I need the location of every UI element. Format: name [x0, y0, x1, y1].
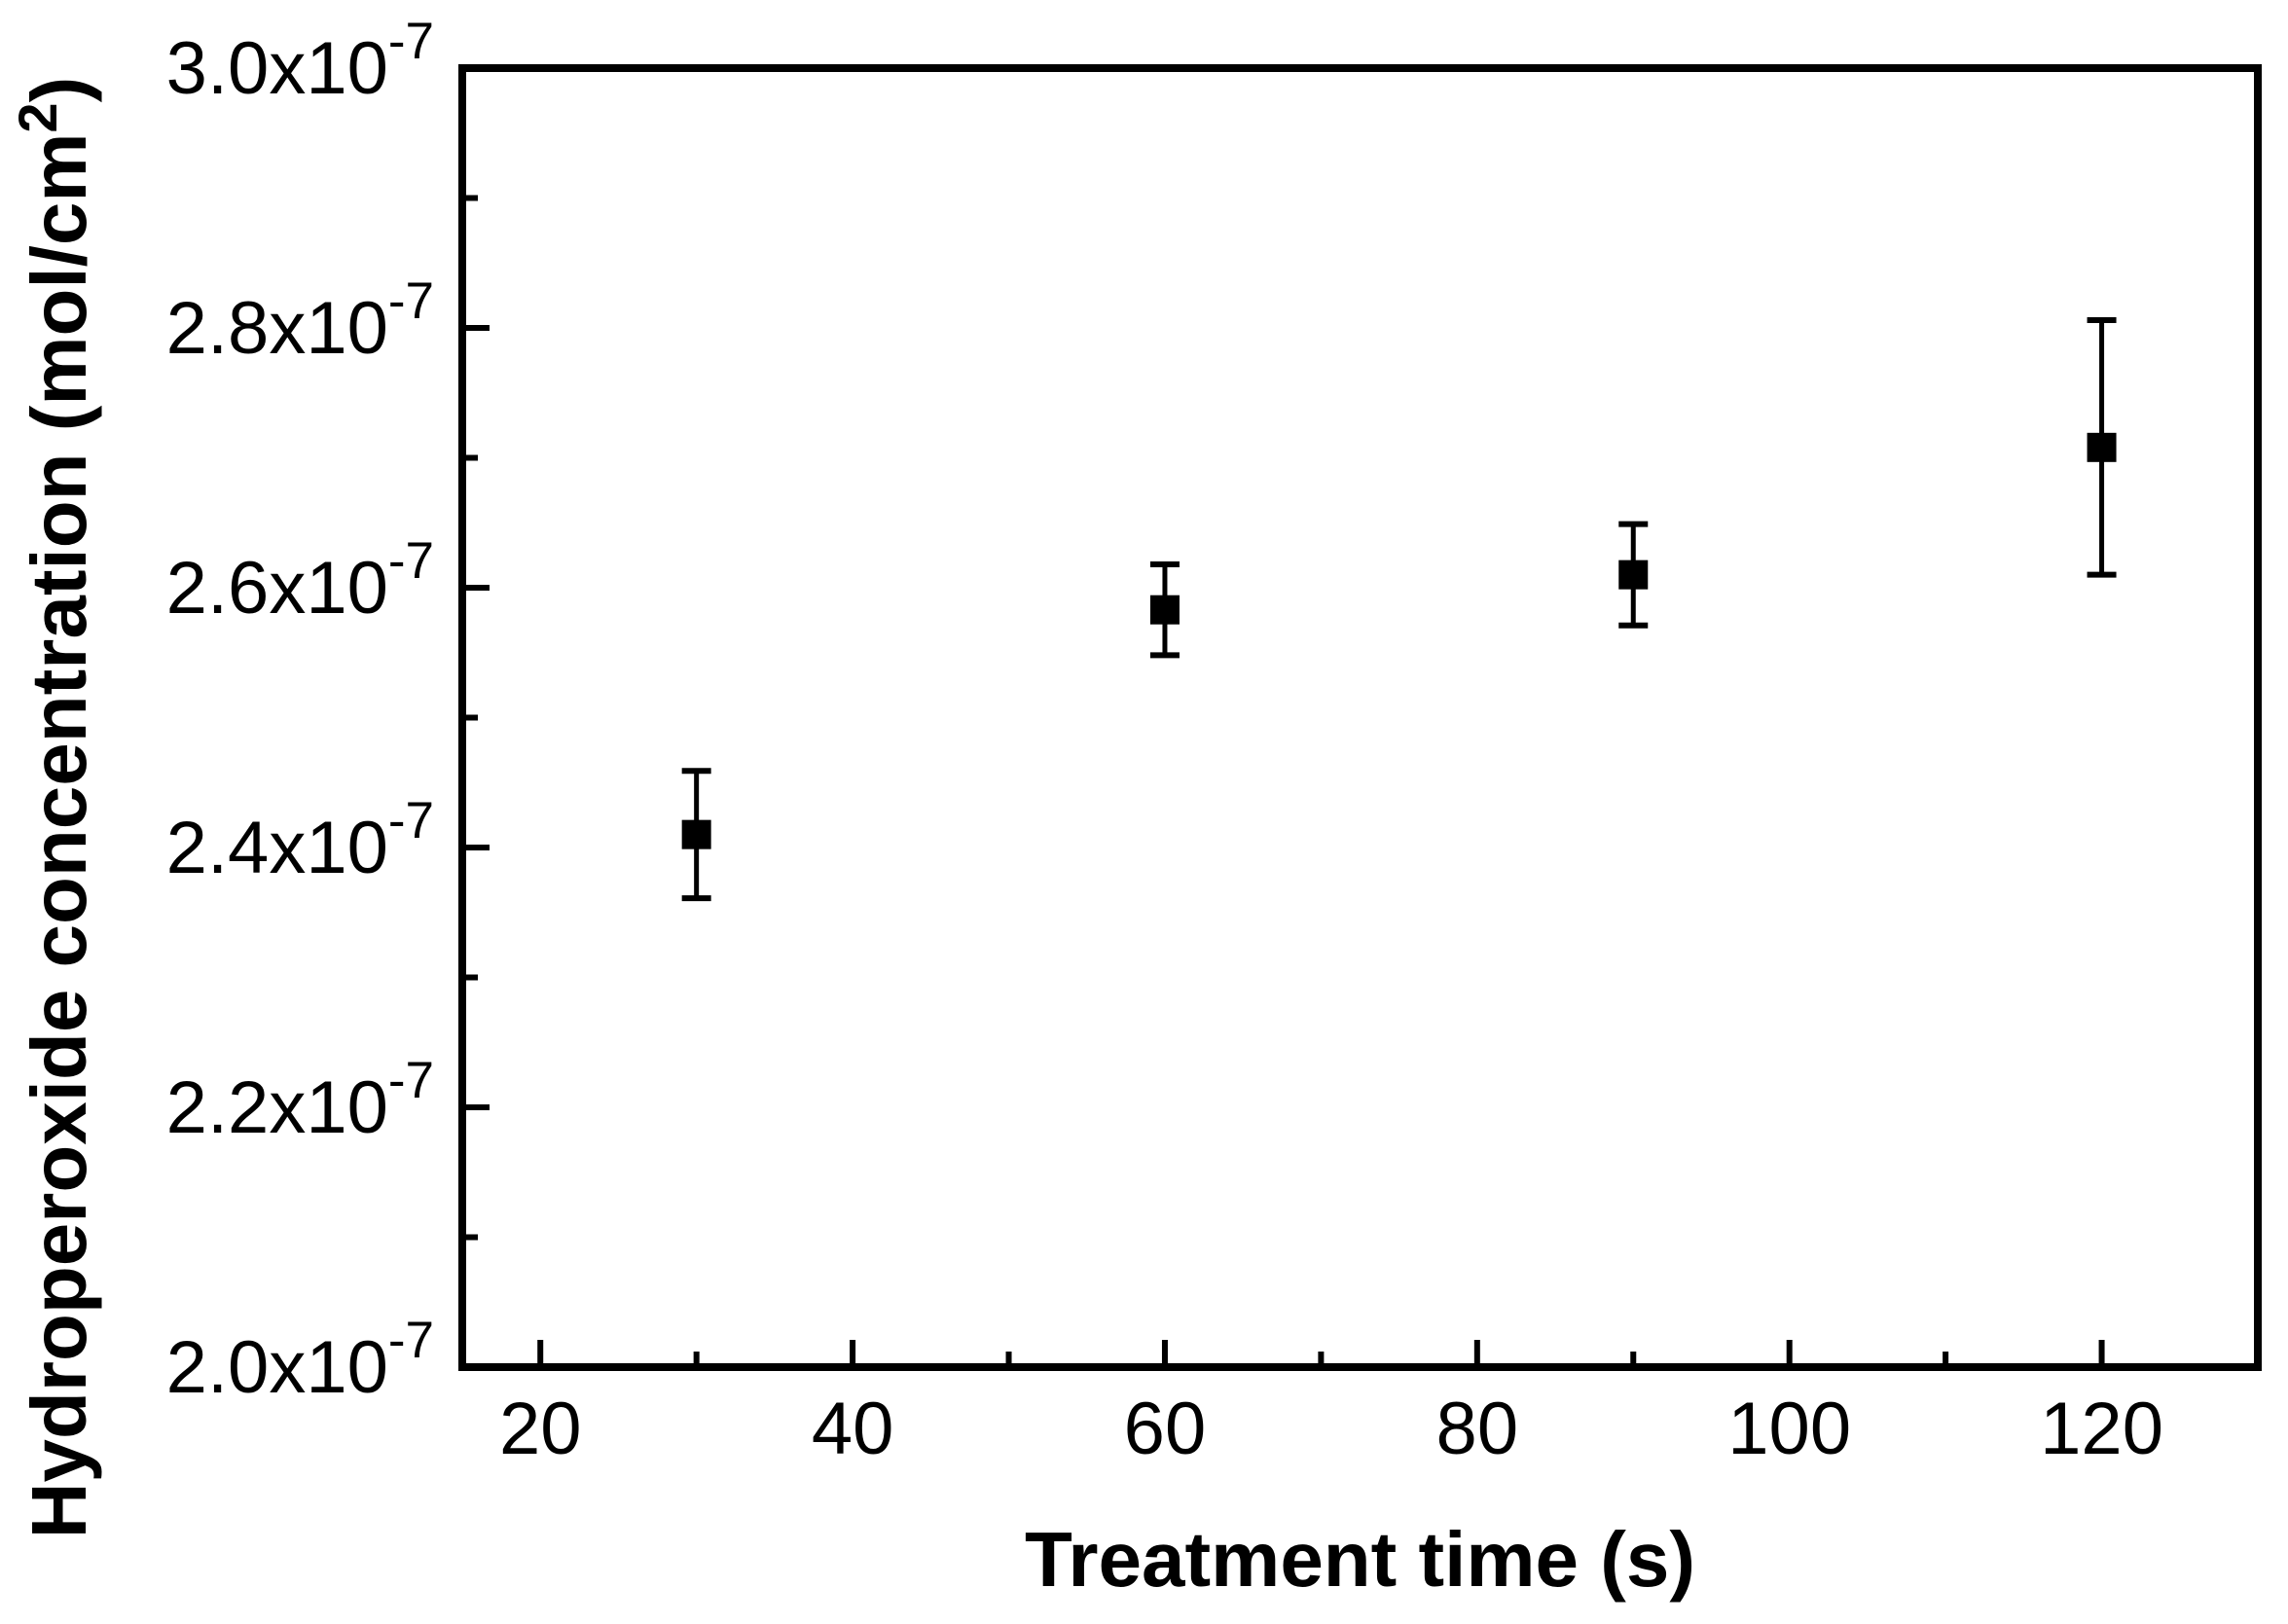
data-point-marker [1149, 595, 1180, 625]
x-tick-label: 60 [1124, 1388, 1207, 1470]
x-tick-label: 120 [2040, 1388, 2163, 1470]
data-point-marker [681, 819, 711, 849]
y-tick-label: 2.6x10-7 [166, 532, 434, 630]
data-point-marker [2087, 432, 2117, 462]
y-tick-label: 3.0x10-7 [166, 13, 434, 110]
x-tick-label: 80 [1436, 1388, 1519, 1470]
data-point-marker [1618, 559, 1649, 590]
plot-frame [458, 64, 2262, 1371]
y-tick-label: 2.8x10-7 [166, 272, 434, 370]
x-tick-label: 100 [1727, 1388, 1851, 1470]
y-axis-title: Hydroperoxide concentration (mol/cm2) [7, 77, 102, 1538]
x-tick-label: 20 [499, 1388, 582, 1470]
y-tick-label: 2.2x10-7 [166, 1052, 434, 1149]
y-tick-label: 2.0x10-7 [166, 1312, 434, 1409]
x-axis-title: Treatment time (s) [1025, 1516, 1695, 1603]
x-tick-label: 40 [812, 1388, 894, 1470]
y-tick-label: 2.4x10-7 [166, 792, 434, 889]
